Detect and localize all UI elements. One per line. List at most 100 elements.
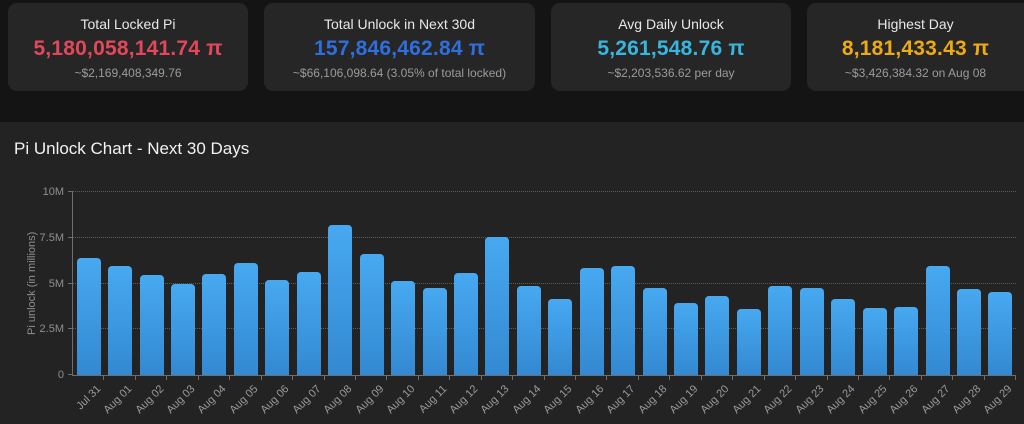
bar[interactable] — [768, 286, 793, 375]
bar-column: Aug 12 — [447, 192, 482, 416]
x-tick-mark — [637, 375, 639, 380]
bar[interactable] — [233, 262, 258, 375]
bar[interactable] — [579, 268, 604, 375]
x-tick-mark — [386, 375, 388, 380]
bar[interactable] — [642, 288, 667, 375]
x-tick-mark — [732, 375, 734, 380]
bar[interactable] — [674, 302, 699, 375]
bar[interactable] — [296, 271, 321, 375]
bar-column: Aug 05 — [227, 192, 262, 416]
bar-column: Aug 18 — [636, 192, 671, 416]
bar[interactable] — [202, 274, 227, 375]
bar-column: Aug 01 — [101, 192, 136, 416]
x-tick-mark — [700, 375, 702, 380]
x-tick-mark — [606, 375, 608, 380]
chart-panel: Pi Unlock Chart - Next 30 Days Pi unlock… — [0, 122, 1024, 424]
bar-column: Aug 24 — [825, 192, 859, 416]
bar[interactable] — [108, 265, 133, 375]
bar[interactable] — [391, 280, 416, 375]
x-tick-mark — [857, 375, 859, 380]
bar[interactable] — [548, 299, 573, 375]
gridline — [73, 328, 1016, 330]
card-highest-day: Highest Day 8,181,433.43 π ~$3,426,384.3… — [807, 3, 1024, 91]
bar[interactable] — [894, 306, 919, 375]
card-value: 8,181,433.43 π — [841, 37, 990, 60]
bar[interactable] — [956, 289, 981, 375]
bar-column: Aug 21 — [730, 192, 765, 416]
bar-column: Aug 07 — [290, 192, 325, 416]
y-tick-label: 2.5M — [39, 323, 64, 336]
bar-column: Aug 26 — [887, 192, 922, 416]
bar[interactable] — [422, 287, 447, 375]
bar[interactable] — [328, 225, 353, 375]
bars-container: Jul 31 Aug 01 Aug 02 Aug 03 Aug 04 Aug 05 Aug … — [73, 192, 1017, 416]
bar[interactable] — [988, 291, 1013, 375]
card-title: Total Locked Pi — [80, 16, 176, 32]
y-tick-label: 10M — [42, 186, 64, 198]
x-tick-mark — [449, 375, 451, 380]
bar-column: Aug 25 — [856, 192, 891, 416]
bar[interactable] — [862, 308, 887, 375]
card-title: Avg Daily Unlock — [618, 16, 724, 32]
y-tick-label: 0 — [57, 369, 64, 381]
x-tick-mark — [229, 375, 231, 380]
bar[interactable] — [453, 272, 478, 375]
x-tick-mark — [575, 375, 576, 380]
bar-column: Aug 16 — [573, 192, 608, 416]
bar-column: Aug 29 — [982, 192, 1017, 416]
gridline — [73, 236, 1016, 238]
section-divider — [0, 92, 1024, 122]
card-value: 5,180,058,141.74 π — [33, 37, 223, 60]
x-tick-mark — [323, 375, 325, 380]
x-tick-mark — [952, 375, 954, 380]
bar-column: Aug 02 — [133, 192, 168, 416]
bar-column: Aug 11 — [416, 192, 451, 416]
x-tick-mark — [669, 375, 671, 380]
bar[interactable] — [265, 280, 290, 375]
card-subtitle: ~$3,426,384.32 on Aug 08 — [844, 66, 987, 80]
bar-column: Aug 06 — [259, 192, 294, 416]
x-tick-mark — [197, 375, 199, 380]
bar-column: Jul 31 — [73, 192, 105, 412]
card-title: Highest Day — [877, 16, 954, 32]
bar[interactable] — [799, 288, 824, 375]
bar[interactable] — [139, 275, 164, 375]
bar-column: Aug 28 — [950, 192, 985, 416]
bar-column: Aug 13 — [479, 192, 514, 416]
card-subtitle: ~$66,106,098.64 (3.05% of total locked) — [292, 66, 507, 80]
bar-column: Aug 09 — [353, 192, 388, 416]
x-tick-mark — [260, 375, 262, 380]
x-tick-mark — [417, 375, 419, 380]
bar[interactable] — [76, 258, 101, 375]
card-total-locked: Total Locked Pi 5,180,058,141.74 π ~$2,1… — [8, 3, 248, 91]
y-tick-mark — [68, 328, 73, 330]
bar-column: Aug 19 — [667, 192, 702, 416]
bar-column: Aug 08 — [322, 192, 356, 416]
x-tick-mark — [763, 375, 765, 380]
bar[interactable] — [171, 283, 196, 375]
y-tick-mark — [68, 282, 73, 284]
x-tick-mark — [354, 375, 356, 380]
y-tick-label: 5M — [48, 277, 64, 290]
bar-column: Aug 22 — [762, 192, 797, 416]
bar[interactable] — [705, 296, 730, 375]
bar[interactable] — [516, 285, 541, 375]
bar[interactable] — [831, 298, 856, 375]
plot-area: Pi unlock (in millions) 0 2.5M 5M 7.5M 10M Ju… — [26, 186, 1017, 416]
bar[interactable] — [736, 309, 761, 375]
card-subtitle: ~$2,203,536.62 per day — [607, 66, 735, 80]
x-tick-mark — [543, 375, 545, 380]
bar-column: Aug 10 — [384, 192, 419, 416]
bar[interactable] — [611, 265, 636, 375]
bar[interactable] — [925, 265, 950, 375]
card-title: Total Unlock in Next 30d — [324, 16, 475, 32]
bar[interactable] — [485, 236, 510, 375]
bar[interactable] — [359, 254, 384, 375]
bar-column: Aug 04 — [196, 192, 231, 416]
x-tick-mark — [795, 375, 797, 380]
x-tick-mark — [512, 375, 514, 380]
x-tick-mark — [292, 375, 294, 380]
card-avg-daily-unlock: Avg Daily Unlock 5,261,548.76 π ~$2,203,… — [551, 3, 791, 91]
bar-column: Aug 27 — [919, 192, 954, 416]
x-tick-mark — [480, 375, 482, 380]
